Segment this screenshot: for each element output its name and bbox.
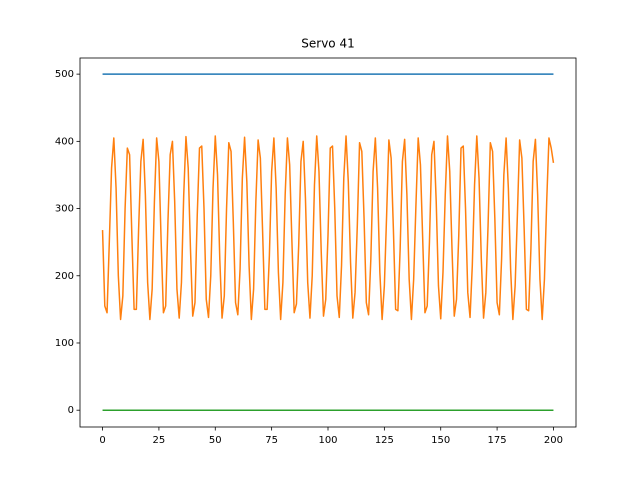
x-tick-label: 100 <box>318 435 337 446</box>
y-tick-label: 100 <box>55 338 74 349</box>
y-tick-label: 500 <box>55 69 74 80</box>
x-tick-label: 75 <box>265 435 278 446</box>
y-tick-label: 0 <box>68 405 74 416</box>
chart-title: Servo 41 <box>301 37 354 51</box>
x-tick-label: 25 <box>153 435 166 446</box>
x-tick-label: 125 <box>375 435 394 446</box>
y-tick-label: 400 <box>55 136 74 147</box>
x-tick-label: 200 <box>544 435 563 446</box>
series-line <box>101 135 555 321</box>
x-tick-label: 150 <box>431 435 450 446</box>
y-tick-label: 300 <box>55 204 74 215</box>
x-tick-label: 50 <box>209 435 222 446</box>
x-tick-label: 175 <box>488 435 507 446</box>
y-tick-label: 200 <box>55 271 74 282</box>
plot-frame <box>79 57 577 428</box>
x-tick-label: 0 <box>99 435 105 446</box>
